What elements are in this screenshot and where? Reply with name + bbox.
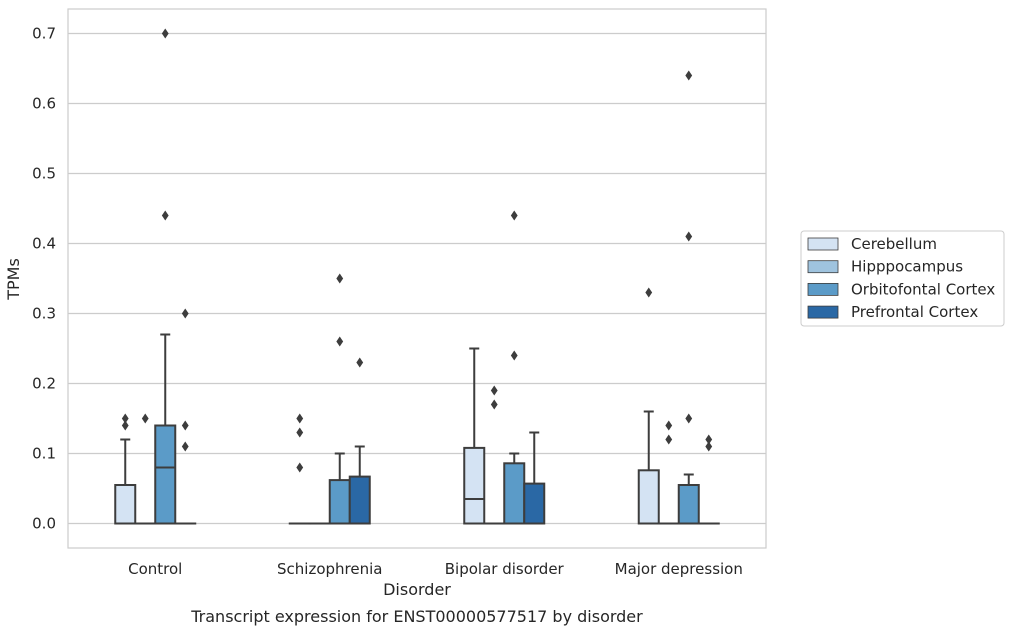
outlier-point — [181, 441, 189, 452]
box-group — [114, 438, 137, 525]
outlier-point — [356, 357, 364, 368]
y-axis-title: TPMs — [4, 258, 23, 301]
box-group — [677, 473, 700, 525]
boxes-layer — [114, 333, 720, 525]
outlier-point — [645, 287, 653, 298]
outlier-point — [161, 210, 169, 221]
x-tick-label: Major depression — [615, 560, 743, 578]
box-body — [463, 446, 486, 525]
y-tick-label: 0.5 — [32, 165, 56, 183]
legend-frame — [800, 230, 1005, 327]
legend-swatch — [807, 282, 839, 296]
legend-label: Orbitofontal Cortex — [851, 280, 995, 298]
legend: Cerebellum Hipppocampus Orbitofontal Corte… — [800, 230, 1005, 327]
box-body — [154, 424, 177, 525]
box-body — [114, 484, 137, 525]
legend-label: Prefrontal Cortex — [851, 303, 978, 321]
outlier-point — [490, 399, 498, 410]
outlier-point — [510, 350, 518, 361]
outlier-point — [336, 273, 344, 284]
x-tick-label: Schizophrenia — [277, 560, 382, 578]
outlier-point — [141, 413, 149, 424]
box-group — [348, 445, 371, 525]
y-tick-label: 0.3 — [32, 305, 56, 323]
outlier-point — [296, 427, 304, 438]
outlier-point — [665, 434, 673, 445]
outlier-point — [685, 413, 693, 424]
outlier-point — [121, 420, 129, 431]
y-tick-label: 0.1 — [32, 445, 56, 463]
box-body — [637, 469, 660, 525]
y-tick-label: 0.4 — [32, 235, 56, 253]
legend-label: Hipppocampus — [851, 258, 963, 276]
y-tick-label: 0.2 — [32, 375, 56, 393]
legend-label: Cerebellum — [851, 235, 937, 253]
outlier-point — [490, 385, 498, 396]
y-tick-label: 0.0 — [32, 515, 56, 533]
x-axis-title: Disorder — [383, 580, 451, 599]
outlier-point — [685, 231, 693, 242]
y-tick-label: 0.7 — [32, 25, 56, 43]
outlier-point — [296, 413, 304, 424]
legend-swatch — [807, 260, 839, 274]
box-body — [503, 462, 526, 525]
chart-caption: Transcript expression for ENST0000057751… — [190, 607, 643, 626]
box-group — [463, 347, 486, 525]
y-tick-label: 0.6 — [32, 95, 56, 113]
outlier-point — [705, 434, 713, 445]
outlier-point — [665, 420, 673, 431]
outlier-point — [296, 462, 304, 473]
outlier-point — [336, 336, 344, 347]
legend-swatch — [807, 237, 839, 251]
box-body — [523, 482, 546, 525]
plot-area-frame — [67, 8, 767, 549]
box-body — [328, 479, 351, 525]
outlier-point — [161, 28, 169, 39]
outlier-point — [510, 210, 518, 221]
x-tick-label: Control — [128, 560, 182, 578]
outlier-point — [181, 308, 189, 319]
box-group — [503, 452, 526, 525]
box-group — [154, 333, 177, 525]
x-tick-label: Bipolar disorder — [445, 560, 565, 578]
outlier-point — [705, 441, 713, 452]
box-body — [348, 475, 371, 525]
y-axis-ticks: 0.0 0.1 0.2 0.3 0.4 0.5 0.6 0.7 — [32, 25, 56, 533]
box-group — [328, 452, 351, 525]
outlier-point — [181, 420, 189, 431]
box-body — [677, 484, 700, 525]
box-group — [523, 431, 546, 525]
legend-swatch — [807, 305, 839, 319]
outlier-point — [121, 413, 129, 424]
outlier-point — [685, 70, 693, 81]
x-axis-ticks: Control Schizophrenia Bipolar disorder Majo… — [128, 560, 743, 578]
outliers-layer — [121, 28, 713, 473]
box-group — [637, 410, 660, 525]
